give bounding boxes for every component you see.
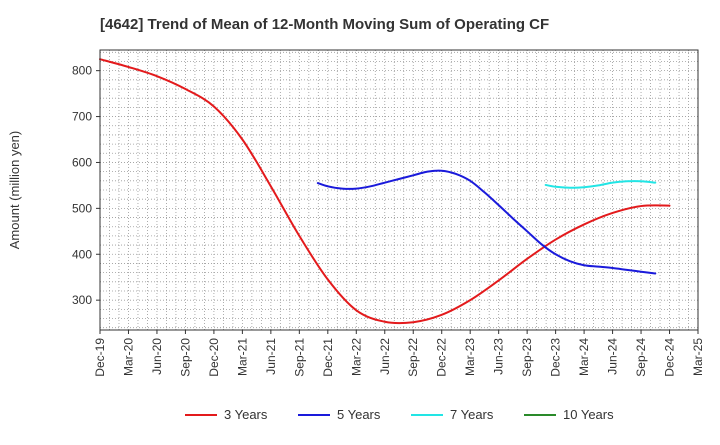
y-tick-label: 300 (72, 293, 92, 307)
y-axis-ticks: 300 400 500 600 700 800 (72, 64, 100, 307)
x-tick-label: Mar-25 (691, 338, 705, 376)
plot-frame (99, 49, 699, 331)
y-tick-label: 600 (72, 155, 92, 169)
x-tick-label: Dec-21 (321, 338, 335, 377)
y-tick-label: 700 (72, 110, 92, 124)
x-tick-label: Dec-22 (435, 338, 449, 377)
x-tick-label: Dec-24 (663, 338, 677, 377)
x-tick-label: Jun-23 (492, 338, 506, 375)
x-tick-label: Mar-20 (121, 338, 135, 376)
x-tick-label: Mar-22 (349, 338, 363, 376)
legend: 3 Years 5 Years 7 Years 10 Years (185, 407, 614, 422)
legend-label-3-years: 3 Years (224, 407, 268, 422)
series-line-3-years (99, 58, 671, 325)
x-tick-label: Sep-22 (406, 338, 420, 377)
y-tick-label: 800 (72, 64, 92, 78)
x-tick-label: Sep-21 (292, 338, 306, 377)
x-tick-label: Mar-24 (577, 338, 591, 376)
series-line-7-years (544, 180, 657, 189)
x-tick-label: Jun-20 (150, 338, 164, 375)
series-lines (99, 58, 671, 325)
legend-label-7-years: 7 Years (450, 407, 494, 422)
legend-label-5-years: 5 Years (337, 407, 381, 422)
x-tick-label: Dec-20 (207, 338, 221, 377)
x-tick-label: Jun-21 (264, 338, 278, 375)
x-tick-label: Sep-20 (178, 338, 192, 377)
x-tick-label: Mar-23 (463, 338, 477, 376)
y-axis-label: Amount (million yen) (7, 131, 22, 250)
x-tick-label: Dec-19 (93, 338, 107, 377)
legend-label-10-years: 10 Years (563, 407, 614, 422)
x-tick-label: Mar-21 (235, 338, 249, 376)
x-tick-label: Jun-24 (606, 338, 620, 375)
y-tick-label: 500 (72, 201, 92, 215)
gridlines (100, 50, 698, 330)
x-tick-label: Sep-23 (520, 338, 534, 377)
x-tick-label: Sep-24 (634, 338, 648, 377)
x-axis-ticks: Dec-19 Mar-20 Jun-20 Sep-20 Dec-20 Mar-21 Jun-… (93, 330, 705, 377)
series-line-5-years (316, 169, 657, 275)
y-tick-label: 400 (72, 247, 92, 261)
x-tick-label: Jun-22 (378, 338, 392, 375)
chart-title: [4642] Trend of Mean of 12-Month Moving … (100, 16, 549, 33)
x-tick-label: Dec-23 (549, 338, 563, 377)
